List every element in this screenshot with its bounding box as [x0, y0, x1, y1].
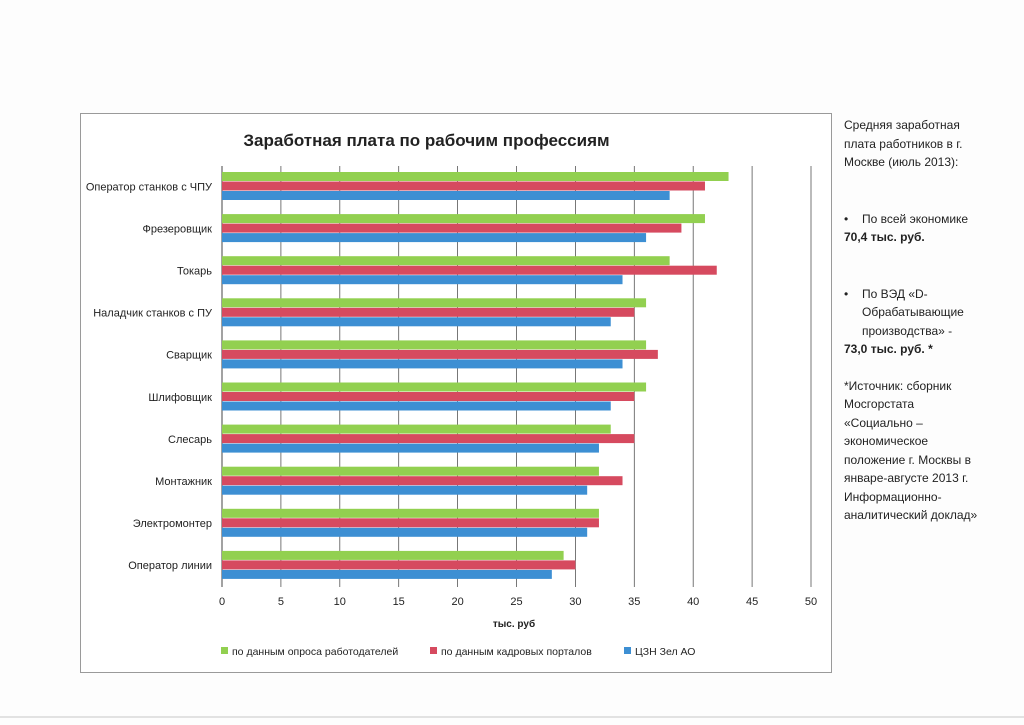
category-label: Сварщик — [166, 350, 212, 362]
x-tick-label: 50 — [805, 596, 817, 608]
bar — [222, 424, 611, 434]
bar — [222, 233, 647, 243]
bar — [222, 181, 705, 191]
x-tick-label: 40 — [687, 596, 699, 608]
x-tick-label: 10 — [334, 596, 346, 608]
category-label: Фрезеровщик — [143, 223, 213, 235]
legend-label: ЦЗН Зел АО — [635, 646, 695, 658]
x-tick-label: 30 — [569, 596, 581, 608]
bar — [222, 518, 599, 528]
side-note-item1-text: По всей экономике — [862, 211, 969, 226]
bar — [222, 349, 658, 359]
bar — [222, 317, 611, 327]
x-tick-label: 25 — [510, 596, 522, 608]
bar — [222, 466, 599, 476]
bar — [222, 569, 552, 579]
bar — [222, 298, 647, 308]
side-note-item1-value: 70,4 тыс. руб. — [844, 230, 925, 244]
category-label: Электромонтер — [133, 518, 212, 530]
bar — [222, 392, 635, 401]
x-tick-label: 0 — [219, 596, 225, 608]
category-label: Слесарь — [168, 434, 212, 446]
side-note-intro: Средняя заработная плата работников в г.… — [844, 118, 963, 169]
side-note: Средняя заработная плата работников в г.… — [844, 116, 984, 525]
x-tick-label: 20 — [451, 596, 463, 608]
legend-label: по данным кадровых порталов — [441, 646, 592, 658]
side-note-source: *Источник: сборник Мосгорстата «Социальн… — [844, 378, 978, 523]
category-label: Оператор станков с ЧПУ — [86, 181, 213, 193]
bar — [222, 214, 705, 224]
bar — [222, 550, 564, 560]
bar — [222, 223, 682, 233]
bar — [222, 191, 670, 200]
legend-swatch — [430, 647, 437, 654]
bar — [222, 443, 599, 453]
x-axis-label: тыс. руб — [493, 618, 535, 630]
bar-chart: Заработная плата по рабочим профессиям 0 5… — [86, 131, 817, 658]
bar — [222, 275, 623, 285]
side-note-item-manufacturing: • По ВЭД «D-Обрабатывающие производства»… — [844, 285, 984, 341]
x-tick-label: 5 — [278, 596, 284, 608]
bar — [222, 340, 647, 350]
x-tick-label: 15 — [393, 596, 405, 608]
side-note-item2-value: 73,0 тыс. руб. * — [844, 342, 933, 356]
bar — [222, 359, 623, 369]
bar — [222, 382, 647, 392]
side-note-item2-text: По ВЭД «D-Обрабатывающие производства» - — [862, 286, 964, 338]
bar — [222, 560, 576, 570]
category-label: Токарь — [177, 265, 212, 277]
category-label: Оператор линии — [128, 560, 212, 572]
bar — [222, 508, 599, 518]
category-label: Монтажник — [155, 476, 212, 488]
legend-label: по данным опроса работодателей — [232, 646, 398, 658]
scan-edge-divider — [0, 716, 1024, 718]
chart-frame: Заработная плата по рабочим профессиям 0 5… — [80, 113, 832, 673]
legend-swatch — [221, 647, 228, 654]
side-note-item-economy: • По всей экономике — [844, 210, 984, 229]
bar — [222, 485, 588, 495]
x-tick-label: 35 — [628, 596, 640, 608]
chart-title: Заработная плата по рабочим профессиям — [243, 131, 609, 150]
bar — [222, 307, 635, 317]
bar — [222, 434, 635, 444]
bar — [222, 527, 588, 537]
bullet-icon: • — [844, 211, 849, 226]
bullet-icon: • — [844, 286, 849, 301]
bar — [222, 401, 611, 411]
category-label: Шлифовщик — [148, 392, 212, 404]
bar — [222, 256, 670, 266]
bar — [222, 265, 717, 275]
legend-swatch — [624, 647, 631, 654]
bar — [222, 172, 729, 181]
category-label: Наладчик станков с ПУ — [93, 308, 213, 320]
x-tick-label: 45 — [746, 596, 758, 608]
bar — [222, 476, 623, 486]
